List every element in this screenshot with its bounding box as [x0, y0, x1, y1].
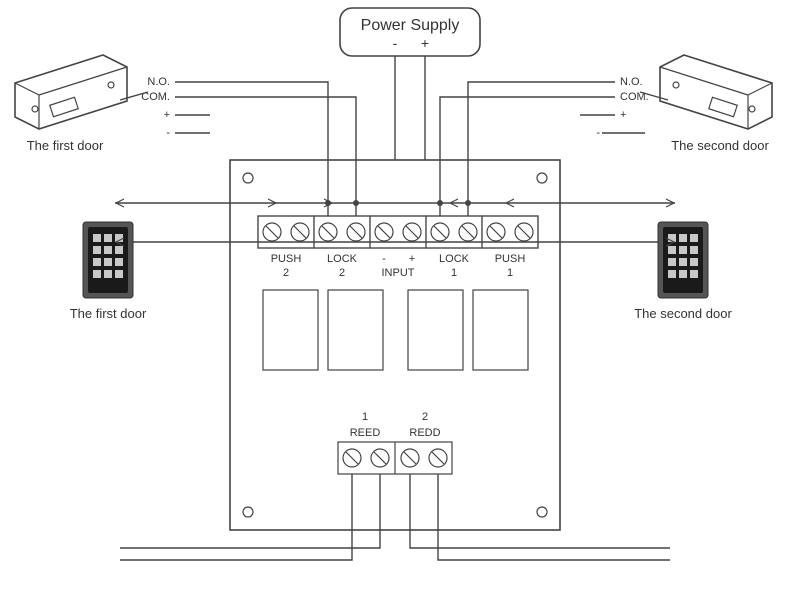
right-no-label: N.O. — [620, 76, 643, 88]
term-lock1-label: LOCK — [439, 253, 470, 265]
right-minus-label: - — [596, 127, 600, 139]
keypad-right-label: The second door — [634, 306, 732, 321]
term-lock1-num: 1 — [451, 267, 457, 279]
right-plus-label: + — [620, 109, 626, 121]
term-push2-num: 2 — [283, 267, 289, 279]
term-lock2-label: LOCK — [327, 253, 358, 265]
controller-panel: PUSH 2 LOCK 2 - + INPUT — [115, 160, 675, 530]
term-input-minus: - — [382, 253, 386, 265]
term-push2-label: PUSH — [271, 253, 302, 265]
maglock-left-label: The first door — [27, 138, 104, 153]
term-push1-label: PUSH — [495, 253, 526, 265]
reed-1-label: REED — [350, 427, 381, 439]
term-input-label: INPUT — [382, 267, 415, 279]
power-supply-minus: - — [393, 35, 398, 51]
maglock-right-label: The second door — [671, 138, 769, 153]
keypad-left-label: The first door — [70, 306, 147, 321]
keypad-left: The first door — [70, 222, 147, 321]
maglock-right: The second door — [660, 55, 772, 153]
power-supply-plus: + — [421, 35, 429, 51]
term-push1-num: 1 — [507, 267, 513, 279]
reed-1-num: 1 — [362, 411, 368, 423]
reed-2-label: REDD — [409, 427, 440, 439]
maglock-left: The first door — [15, 55, 127, 153]
power-supply-label: Power Supply — [361, 17, 460, 34]
reed-2-num: 2 — [422, 411, 428, 423]
left-minus-label: - — [166, 127, 170, 139]
term-lock2-num: 2 — [339, 267, 345, 279]
left-no-label: N.O. — [147, 76, 170, 88]
term-input-plus: + — [409, 253, 415, 265]
keypad-right: The second door — [634, 222, 732, 321]
left-plus-label: + — [164, 109, 170, 121]
